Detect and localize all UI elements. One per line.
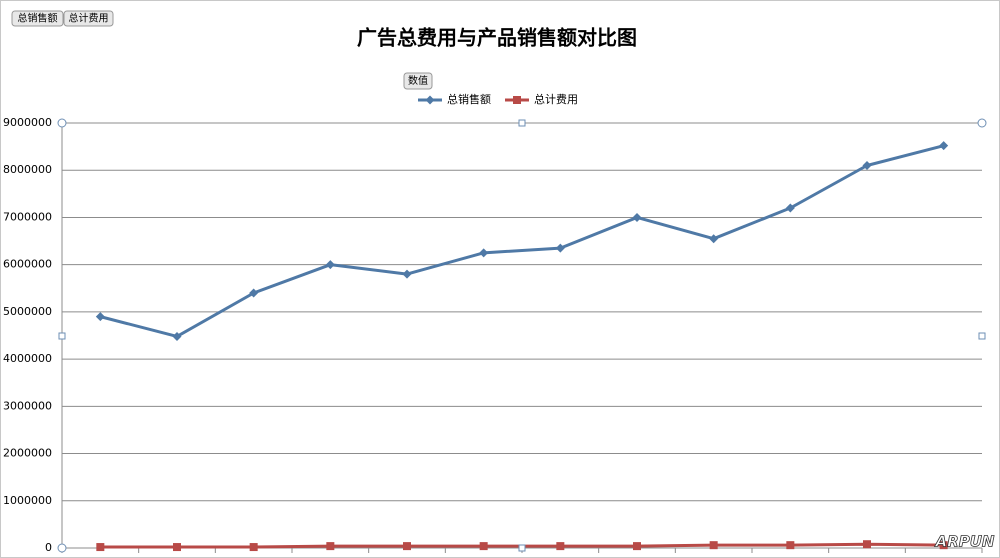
- field-button-label[interactable]: 总销售额: [18, 12, 58, 25]
- y-tick-label: 3000000: [3, 399, 52, 412]
- data-point: [172, 331, 182, 341]
- data-point: [939, 141, 949, 151]
- y-tick-label: 5000000: [3, 305, 52, 318]
- data-point: [479, 248, 489, 258]
- values-button[interactable]: [403, 72, 433, 90]
- data-point: [556, 542, 565, 551]
- handle: [58, 332, 66, 340]
- data-point: [633, 542, 641, 551]
- handle: [518, 544, 526, 552]
- data-point: [325, 260, 335, 270]
- data-point: [862, 161, 872, 170]
- field-button[interactable]: [11, 10, 64, 27]
- data-point: [96, 543, 105, 552]
- values-button-label[interactable]: 数值: [408, 74, 428, 87]
- legend-label: 总销售额: [447, 92, 491, 106]
- handle: [57, 118, 67, 128]
- data-point: [479, 542, 488, 551]
- series-line: [99, 144, 945, 338]
- field-button[interactable]: [63, 10, 114, 27]
- watermark: ARPUN: [935, 533, 995, 551]
- data-point: [709, 234, 719, 244]
- data-point: [709, 541, 718, 550]
- data-point: [402, 269, 412, 279]
- y-tick-label: 2000000: [3, 447, 52, 460]
- data-point: [863, 540, 871, 549]
- y-tick-label: 1000000: [3, 494, 52, 507]
- data-point: [173, 543, 181, 552]
- y-tick-label: 7000000: [3, 210, 52, 223]
- data-point: [786, 541, 795, 550]
- handle: [57, 543, 67, 553]
- data-point: [326, 542, 335, 551]
- selection-handles: [57, 118, 987, 553]
- data-point: [403, 542, 411, 551]
- field-button-label[interactable]: 总计费用: [69, 12, 109, 25]
- data-point: [632, 212, 642, 222]
- data-point: [939, 541, 948, 550]
- data-point: [95, 312, 105, 322]
- y-tick-label: 8000000: [3, 163, 52, 176]
- data-point: [785, 203, 795, 213]
- handle: [518, 119, 526, 127]
- data-point: [249, 288, 259, 298]
- y-tick-label: 0: [45, 541, 52, 554]
- handle: [978, 332, 986, 340]
- chart-title: 广告总费用与产品销售额对比图: [357, 26, 637, 50]
- field-buttons: 总销售额 总计费用 数值: [11, 10, 433, 90]
- y-tick-label: 4000000: [3, 352, 52, 365]
- data-point: [555, 243, 565, 253]
- data-point: [249, 543, 258, 552]
- y-tick-label: 9000000: [3, 116, 52, 129]
- legend-label: 总计费用: [534, 92, 578, 106]
- y-tick-label: 6000000: [3, 258, 52, 271]
- handle: [977, 118, 987, 128]
